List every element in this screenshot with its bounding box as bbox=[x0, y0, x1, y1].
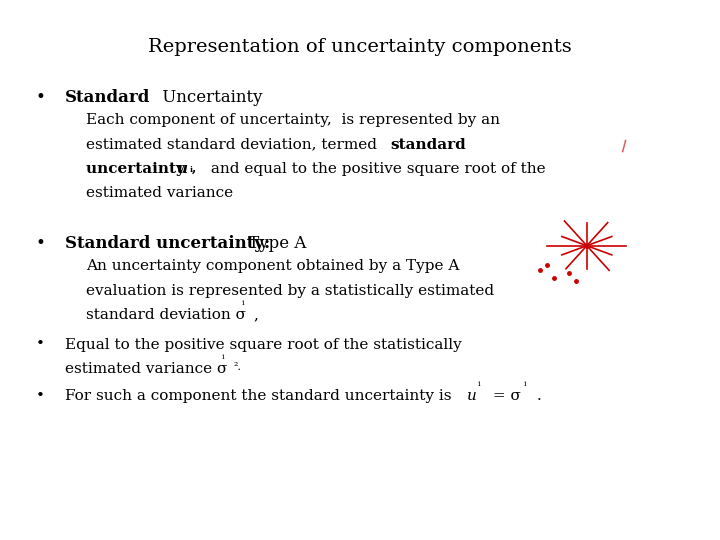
Text: •: • bbox=[36, 89, 46, 106]
Text: u: u bbox=[467, 389, 477, 403]
Text: ᵢ: ᵢ bbox=[477, 376, 480, 389]
Text: ᵢ: ᵢ bbox=[524, 376, 527, 389]
Text: |: | bbox=[619, 139, 626, 153]
Text: evaluation is represented by a statistically estimated: evaluation is represented by a statistic… bbox=[86, 284, 495, 298]
Text: Standard uncertainty:: Standard uncertainty: bbox=[65, 235, 270, 252]
Text: Each component of uncertainty,  is represented by an: Each component of uncertainty, is repres… bbox=[86, 113, 500, 127]
Text: u: u bbox=[176, 162, 187, 176]
Text: An uncertainty component obtained by a Type A: An uncertainty component obtained by a T… bbox=[86, 259, 460, 273]
Text: Type A: Type A bbox=[243, 235, 307, 252]
Text: •: • bbox=[36, 389, 45, 403]
Text: estimated standard deviation, termed: estimated standard deviation, termed bbox=[86, 138, 382, 152]
Text: standard deviation σ: standard deviation σ bbox=[86, 308, 246, 322]
Text: standard: standard bbox=[390, 138, 466, 152]
Text: .: . bbox=[536, 389, 541, 403]
Text: uncertainty: uncertainty bbox=[86, 162, 191, 176]
Text: estimated variance σ: estimated variance σ bbox=[65, 362, 228, 376]
Text: ᵢ,: ᵢ, bbox=[189, 162, 197, 175]
Text: ᵢ: ᵢ bbox=[241, 295, 244, 308]
Text: estimated variance: estimated variance bbox=[86, 186, 233, 200]
Text: •: • bbox=[36, 235, 46, 252]
Text: Uncertainty: Uncertainty bbox=[157, 89, 263, 106]
Text: ᵢ: ᵢ bbox=[222, 349, 225, 362]
Text: Standard: Standard bbox=[65, 89, 150, 106]
Text: Representation of uncertainty components: Representation of uncertainty components bbox=[148, 38, 572, 56]
Text: and equal to the positive square root of the: and equal to the positive square root of… bbox=[206, 162, 546, 176]
Text: •: • bbox=[36, 338, 45, 352]
Text: Equal to the positive square root of the statistically: Equal to the positive square root of the… bbox=[65, 338, 462, 352]
Text: For such a component the standard uncertainty is: For such a component the standard uncert… bbox=[65, 389, 456, 403]
Text: ,: , bbox=[253, 308, 258, 322]
Text: ².: ². bbox=[234, 362, 242, 372]
Text: = σ: = σ bbox=[488, 389, 521, 403]
